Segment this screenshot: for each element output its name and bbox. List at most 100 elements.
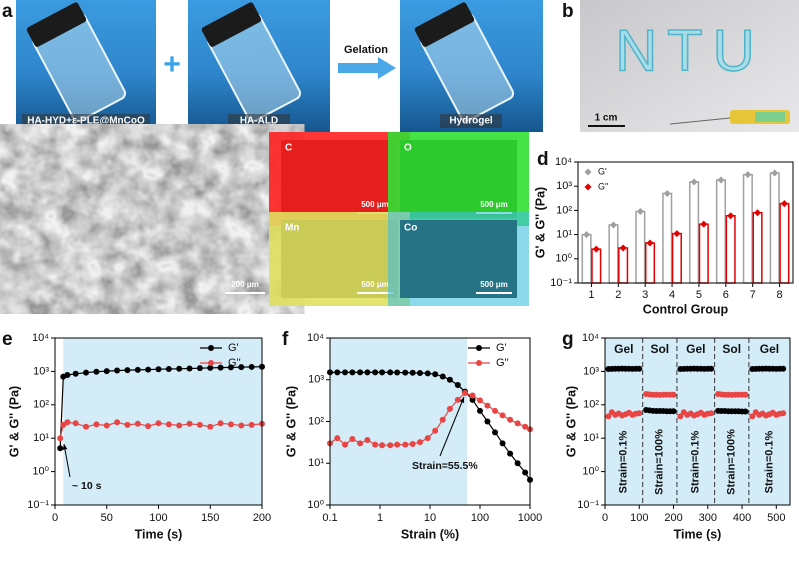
marker [349, 436, 356, 443]
plot-frame [54, 337, 263, 506]
bar [581, 233, 592, 284]
y-tick-label: 10² [556, 204, 572, 216]
series-line [59, 421, 263, 439]
bar [644, 242, 656, 284]
x-tick-label: 0 [602, 512, 608, 524]
marker [342, 441, 349, 448]
plot-frame [577, 161, 794, 284]
y-tick-label: 10¹ [33, 432, 49, 444]
y-tick-label: 10² [33, 399, 49, 411]
marker [416, 439, 423, 446]
marker [636, 365, 643, 372]
x-tick-label: 200 [253, 512, 271, 524]
marker [584, 168, 592, 176]
bar [779, 202, 790, 284]
legend-label: G' [228, 342, 239, 354]
y-axis-title: G' & G'' (Pa) [7, 386, 21, 457]
marker [780, 200, 788, 208]
bar [769, 172, 780, 284]
photo-vial-2: HA-ALD [188, 0, 330, 132]
panel-letter: e [2, 329, 13, 350]
marker [609, 221, 617, 229]
element-dots [400, 220, 517, 298]
series-line [330, 371, 531, 481]
annotation: Strain=55.5% [412, 460, 478, 472]
marker [93, 368, 100, 375]
y-tick-label: 10⁰ [32, 466, 49, 478]
marker [409, 440, 416, 447]
marker [439, 416, 446, 423]
y-tick-label: 10⁴ [32, 332, 49, 344]
marker [432, 371, 439, 378]
marker [744, 171, 752, 179]
x-tick-label: 50 [101, 512, 113, 524]
marker [461, 390, 468, 397]
bar [715, 179, 727, 284]
arrow-head [459, 397, 465, 403]
segment-label: Gel [760, 342, 779, 356]
marker [592, 245, 600, 253]
marker [424, 435, 431, 442]
marker [217, 420, 224, 427]
sem-image: 200 μm [16, 140, 278, 298]
marker [670, 408, 677, 415]
scale-bar-label: 1 cm [595, 113, 618, 124]
marker [227, 421, 234, 428]
bar [608, 224, 619, 284]
x-axis-title: Time (s) [135, 527, 183, 541]
marker [103, 422, 110, 429]
vial-label: Hydrogel [449, 116, 493, 127]
marker [499, 412, 506, 419]
marker [103, 368, 110, 375]
marker [334, 435, 341, 442]
marker [57, 435, 64, 442]
marker [476, 360, 482, 366]
marker [372, 369, 379, 376]
panel-letter: c [2, 149, 13, 170]
marker [114, 419, 121, 426]
marker [364, 437, 371, 444]
arrow-head [62, 444, 68, 450]
bar [725, 215, 736, 284]
marker [196, 365, 203, 372]
marker [514, 420, 521, 427]
y-tick-label: 10¹ [583, 432, 599, 444]
segment-label: Sol [650, 342, 669, 356]
marker [492, 407, 499, 414]
marker [477, 397, 483, 404]
vial-cap [414, 2, 475, 47]
x-tick-label: 500 [767, 512, 785, 524]
marker [64, 372, 71, 379]
panel-letter: f [282, 329, 289, 350]
marker [700, 220, 708, 228]
marker [636, 410, 643, 417]
marker [186, 365, 193, 372]
x-tick-label: 2 [615, 289, 621, 301]
y-tick-label: 10² [583, 399, 599, 411]
x-axis-title: Time (s) [674, 527, 722, 541]
y-tick-label: 10⁴ [307, 332, 324, 344]
y-tick-label: 10¹ [556, 229, 572, 241]
marker [176, 365, 183, 372]
marker [446, 376, 453, 383]
marker [349, 369, 356, 376]
shaded-region [330, 338, 468, 505]
chart: 10⁻¹ 10⁰ 10¹ 10² 10³ 10⁴ 0 50 100 150 200 Time (s) G… [7, 332, 271, 541]
marker [439, 373, 446, 380]
marker [446, 405, 453, 412]
marker [780, 365, 787, 372]
marker [402, 369, 409, 376]
arrow-label: Gelation [344, 44, 388, 56]
scale-bar-label: 500 μm [361, 200, 389, 209]
marker [134, 366, 141, 373]
sem [16, 140, 278, 298]
element-label: O [404, 143, 412, 154]
photo-vial-1: HA-HYD+ε-PLE@MnCoO [16, 0, 156, 132]
bar [742, 173, 753, 284]
strain-label: Strain=100% [726, 429, 738, 495]
annotation-arrow [63, 443, 71, 478]
legend-label: G'' [228, 357, 241, 369]
marker [134, 420, 141, 427]
marker [677, 413, 684, 420]
x-tick-label: 1000 [518, 512, 542, 524]
